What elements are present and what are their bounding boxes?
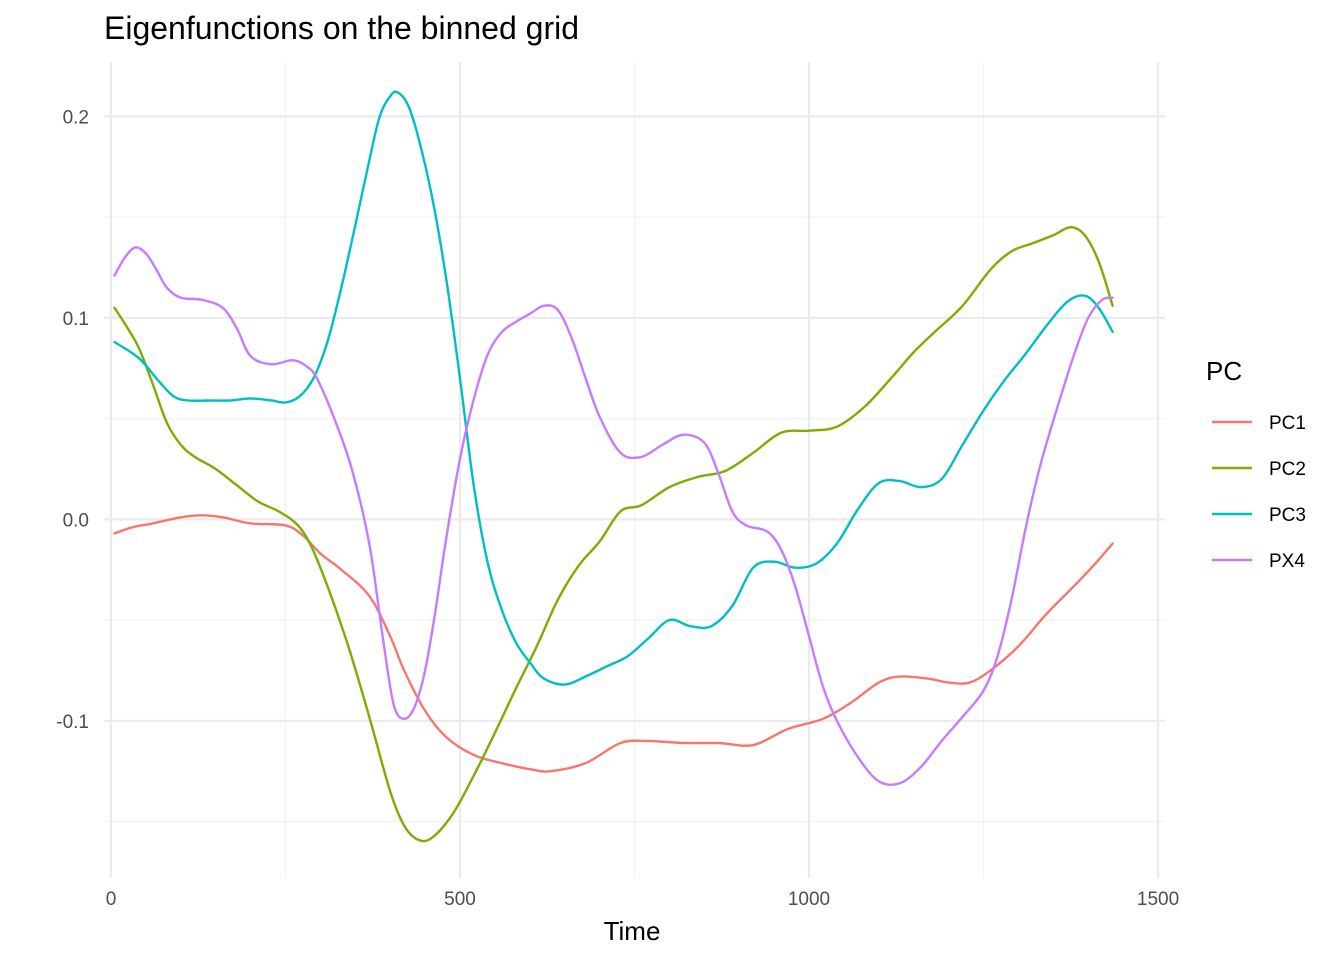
- legend-label-px4: PX4: [1269, 551, 1305, 572]
- series-line-pc1: [113, 514, 1114, 773]
- x-tick-label: 0: [106, 889, 117, 910]
- y-tick-label: 0.2: [63, 107, 89, 128]
- x-tick-label: 1500: [1137, 889, 1179, 910]
- x-axis-title: Time: [604, 916, 661, 946]
- legend-label-pc1: PC1: [1269, 413, 1306, 434]
- series-line-pc2: [113, 226, 1114, 843]
- series-line-px4: [113, 246, 1114, 787]
- legend-label-pc2: PC2: [1269, 459, 1306, 480]
- y-tick-labels: -0.1 0.0 0.1 0.2: [56, 107, 89, 732]
- y-tick-label: -0.1: [56, 712, 89, 733]
- series-line-pc3: [113, 90, 1114, 686]
- legend: PC PC1 PC2 PC3 PX4: [1206, 356, 1306, 572]
- legend-label-pc3: PC3: [1269, 505, 1306, 526]
- y-tick-label: 0.0: [63, 510, 89, 531]
- series-layer: [113, 90, 1114, 843]
- legend-title: PC: [1206, 356, 1242, 386]
- x-tick-label: 500: [444, 889, 476, 910]
- y-tick-label: 0.1: [63, 309, 89, 330]
- grid: [104, 62, 1165, 878]
- chart-title: Eigenfunctions on the binned grid: [104, 10, 579, 46]
- x-tick-label: 1000: [788, 889, 830, 910]
- x-tick-labels: 0 500 1000 1500: [106, 889, 1179, 910]
